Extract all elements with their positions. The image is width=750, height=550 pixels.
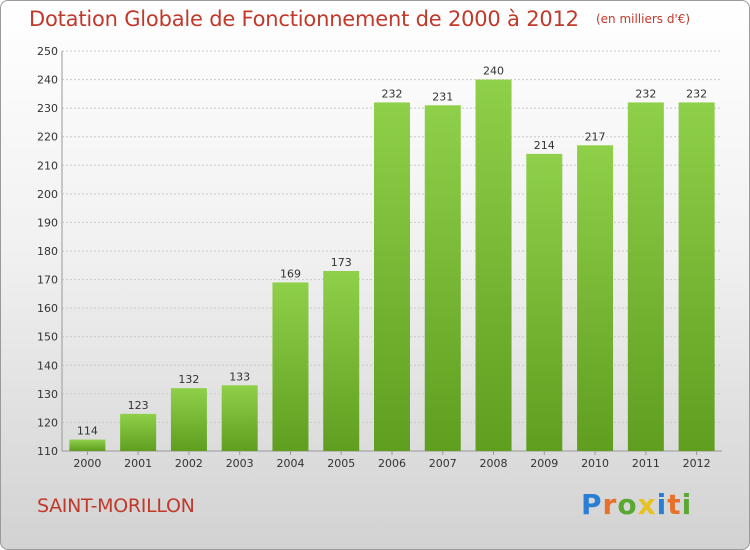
bar-2009 <box>526 153 563 451</box>
bar-2003 <box>221 385 258 451</box>
data-labels: 114 123 132 133 169 173 232 231 240 214 217 232 232 <box>77 65 707 438</box>
x-tick-label: 2010 <box>581 457 609 470</box>
bar-2002 <box>170 388 207 451</box>
y-tick-label: 150 <box>37 331 58 344</box>
bar-2007 <box>424 105 461 452</box>
y-tick-label: 130 <box>37 388 58 401</box>
y-tick-label: 180 <box>37 245 58 258</box>
y-tick-label: 140 <box>37 359 58 372</box>
y-tick-label: 210 <box>37 159 58 172</box>
bar-2008 <box>475 79 512 452</box>
chart-subtitle: (en milliers d'€) <box>595 12 691 26</box>
y-tick-label: 160 <box>37 302 58 315</box>
bar-2012 <box>678 102 715 451</box>
x-tick-label: 2007 <box>429 457 457 470</box>
y-axis-ticks: 110 120 130 140 150 160 170 180 190 200 210 220 230 2… <box>37 45 58 458</box>
logo-letter: P <box>581 488 603 521</box>
y-tick-label: 110 <box>37 445 58 458</box>
logo-letter: i <box>656 488 668 521</box>
y-tick-label: 240 <box>37 74 58 87</box>
x-tick-label: 2002 <box>175 457 203 470</box>
proxiti-logo: Proxiti <box>581 488 692 521</box>
y-tick-label: 250 <box>37 45 58 58</box>
x-tick-label: 2001 <box>124 457 152 470</box>
x-tick-label: 2005 <box>327 457 355 470</box>
bar-2000 <box>69 439 106 451</box>
logo-letter: t <box>667 488 682 521</box>
logo-letter: x <box>637 488 657 521</box>
bars <box>69 79 715 452</box>
data-label-2005: 173 <box>331 256 352 269</box>
data-label-2003: 133 <box>229 370 250 383</box>
data-label-2011: 232 <box>635 87 656 100</box>
logo-letter: o <box>617 488 638 521</box>
data-label-2006: 232 <box>382 87 403 100</box>
x-tick-label: 2011 <box>632 457 660 470</box>
y-tick-label: 170 <box>37 274 58 287</box>
y-tick-label: 220 <box>37 131 58 144</box>
x-axis-ticks: 2000 2001 2002 2003 2004 2005 2006 2007 2008 2009… <box>73 451 711 470</box>
data-label-2007: 231 <box>432 90 453 103</box>
bar-2010 <box>577 145 614 452</box>
logo-letter: r <box>602 488 618 521</box>
data-label-2008: 240 <box>483 65 504 78</box>
data-label-2010: 217 <box>585 130 606 143</box>
bar-2006 <box>374 102 410 451</box>
x-tick-label: 2012 <box>683 457 711 470</box>
bar-2011 <box>627 102 664 451</box>
x-tick-label: 2008 <box>480 457 508 470</box>
x-tick-label: 2000 <box>73 457 101 470</box>
x-tick-label: 2004 <box>276 457 304 470</box>
title-row: Dotation Globale de Fonctionnement de 20… <box>29 7 690 31</box>
data-label-2002: 132 <box>178 373 199 386</box>
data-label-2009: 214 <box>534 139 555 152</box>
data-label-2000: 114 <box>77 425 98 438</box>
y-tick-label: 120 <box>37 416 58 429</box>
y-tick-label: 200 <box>37 188 58 201</box>
chart-title: Dotation Globale de Fonctionnement de 20… <box>29 7 579 31</box>
x-tick-label: 2003 <box>226 457 254 470</box>
y-tick-label: 190 <box>37 216 58 229</box>
bar-2005 <box>323 271 360 451</box>
data-label-2004: 169 <box>280 267 301 280</box>
x-tick-label: 2006 <box>378 457 406 470</box>
commune-name: SAINT-MORILLON <box>37 495 195 517</box>
bar-2001 <box>120 413 157 451</box>
x-tick-label: 2009 <box>530 457 558 470</box>
data-label-2001: 123 <box>128 399 149 412</box>
data-label-2012: 232 <box>686 87 707 100</box>
y-tick-label: 230 <box>37 102 58 115</box>
bar-2004 <box>272 282 309 451</box>
logo-letter: i <box>681 488 693 521</box>
